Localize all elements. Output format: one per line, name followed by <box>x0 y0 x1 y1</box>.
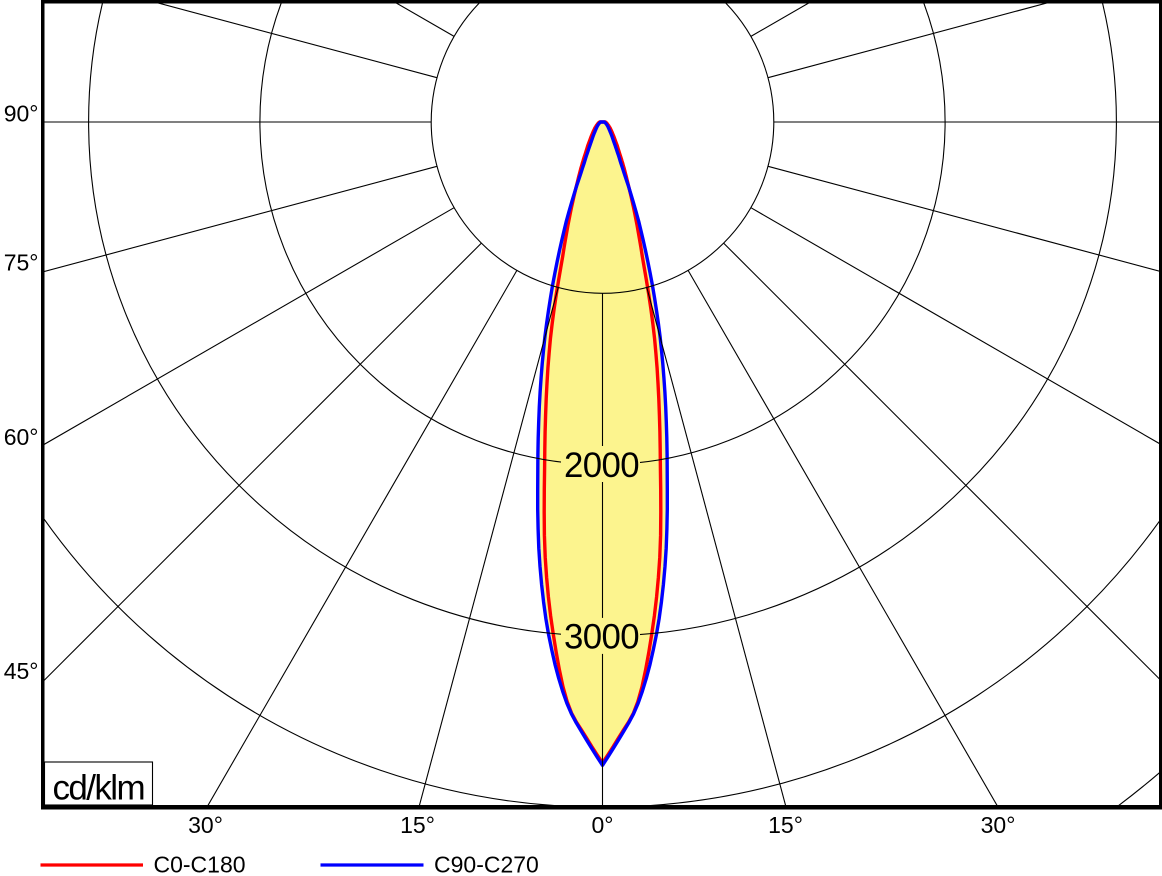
svg-text:15°: 15° <box>400 812 435 838</box>
svg-text:15°: 15° <box>768 812 803 838</box>
svg-text:C90-C270: C90-C270 <box>434 851 539 876</box>
svg-text:2000: 2000 <box>564 446 639 485</box>
svg-text:30°: 30° <box>981 812 1016 838</box>
svg-text:75°: 75° <box>4 250 39 276</box>
svg-text:cd/klm: cd/klm <box>53 769 145 808</box>
svg-text:60°: 60° <box>4 424 39 450</box>
svg-text:0°: 0° <box>592 812 614 838</box>
svg-text:30°: 30° <box>188 812 223 838</box>
svg-text:3000: 3000 <box>564 617 639 656</box>
svg-text:45°: 45° <box>4 658 39 684</box>
svg-text:C0-C180: C0-C180 <box>154 851 246 876</box>
svg-text:90°: 90° <box>4 100 39 126</box>
